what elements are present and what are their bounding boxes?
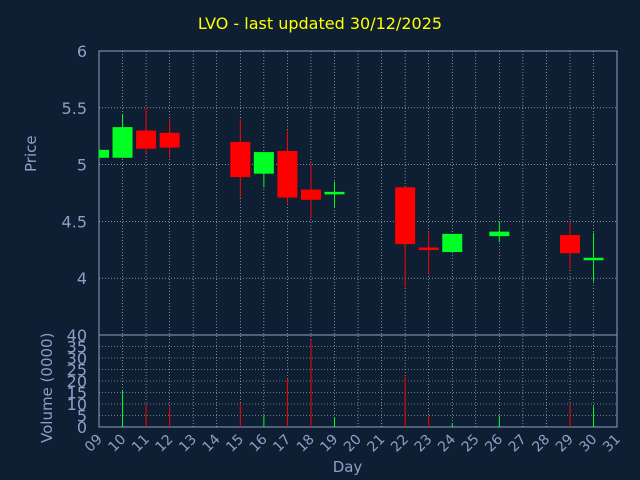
x-tick-label: 25	[459, 432, 483, 456]
price-tick-label: 4	[77, 269, 87, 288]
x-tick-label: 18	[294, 432, 318, 456]
x-tick-label: 15	[223, 432, 247, 456]
candle-body	[560, 235, 580, 254]
volume-tick-label: 15	[67, 384, 87, 403]
volume-tick-label: 5	[77, 407, 87, 426]
price-tick-label: 6	[77, 42, 87, 61]
price-tick-label: 5	[77, 156, 87, 175]
x-tick-label: 22	[388, 432, 412, 456]
candle-body	[418, 247, 439, 251]
x-tick-label: 10	[105, 432, 129, 456]
candle-body	[324, 191, 345, 195]
candle-body	[442, 233, 463, 253]
x-tick-label: 11	[129, 432, 153, 456]
volume-tick-label: 0	[77, 418, 87, 437]
volume-tick-label: 10	[67, 395, 87, 414]
x-tick-label: 29	[553, 432, 577, 456]
x-tick-label: 13	[176, 432, 200, 456]
x-tick-label: 26	[482, 431, 506, 455]
chart-title: LVO - last updated 30/12/2025	[197, 14, 443, 33]
x-axis-label: Day	[332, 458, 363, 476]
volume-tick-label: 35	[67, 338, 87, 357]
candle-body	[230, 141, 251, 178]
candle-body	[159, 132, 180, 148]
volume-tick-label: 20	[67, 372, 87, 391]
candle-body	[395, 187, 416, 245]
x-tick-label: 28	[529, 432, 553, 456]
price-tick-label: 4.5	[62, 212, 87, 231]
candle-body	[300, 189, 321, 200]
x-tick-label: 16	[247, 431, 271, 455]
x-tick-label: 31	[600, 432, 624, 456]
x-tick-label: 17	[270, 432, 294, 456]
x-tick-label: 27	[506, 432, 530, 456]
x-tick-label: 30	[576, 432, 600, 456]
x-tick-label: 14	[200, 431, 224, 455]
candle-body	[136, 130, 157, 149]
x-tick-label: 20	[341, 432, 365, 456]
x-tick-label: 19	[317, 432, 341, 456]
volume-tick-label: 30	[67, 349, 87, 368]
candle-body	[253, 152, 274, 174]
x-tick-label: 24	[435, 431, 459, 455]
candle-body	[277, 150, 298, 198]
candle-body	[583, 257, 604, 261]
candle-body	[99, 149, 109, 158]
x-tick-label: 23	[412, 432, 436, 456]
candle-body	[112, 127, 133, 158]
price-tick-label: 5.5	[62, 99, 87, 118]
volume-tick-label: 40	[67, 326, 87, 345]
x-tick-label: 12	[153, 432, 177, 456]
x-tick-label: 21	[365, 432, 389, 456]
volume-tick-label: 25	[67, 361, 87, 380]
candle-body	[489, 231, 510, 237]
